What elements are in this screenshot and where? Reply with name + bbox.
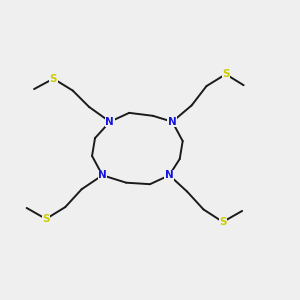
Text: S: S	[219, 217, 226, 227]
Text: N: N	[98, 170, 107, 180]
Text: N: N	[165, 170, 174, 180]
Text: N: N	[168, 117, 177, 127]
Text: N: N	[106, 117, 114, 127]
Text: S: S	[42, 214, 50, 224]
Text: S: S	[222, 69, 230, 79]
Text: S: S	[50, 74, 57, 84]
